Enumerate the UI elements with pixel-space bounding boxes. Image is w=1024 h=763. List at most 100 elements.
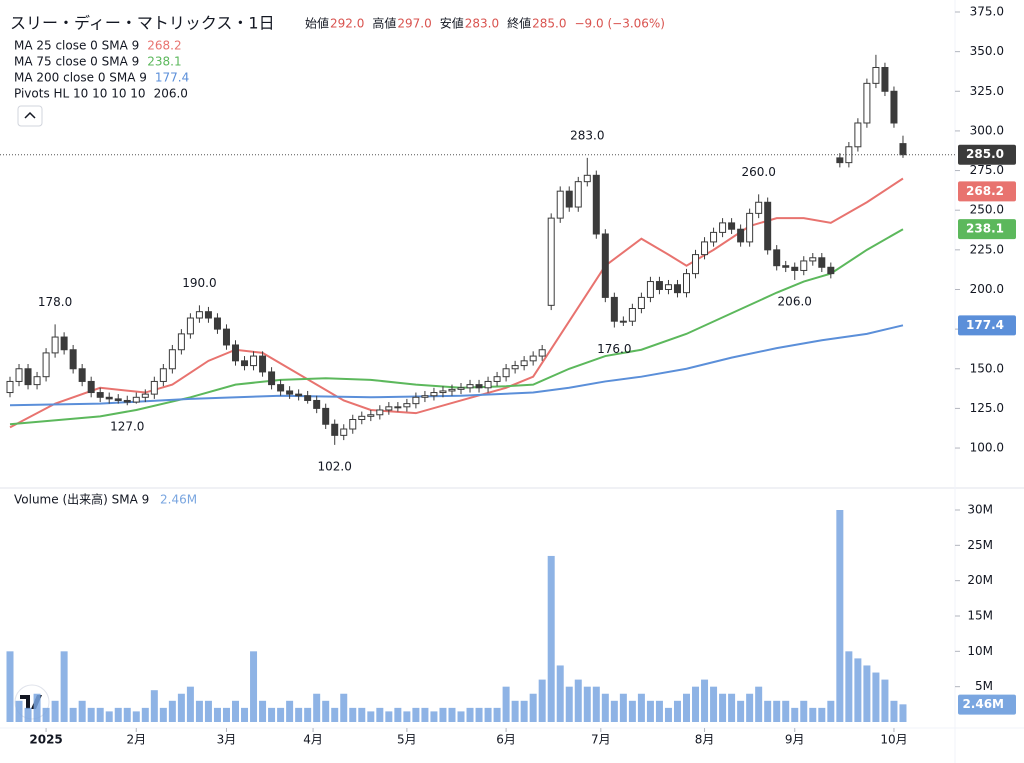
candle-body [538, 349, 546, 357]
volume-bar [259, 700, 267, 722]
legend-name: Pivots HL 10 10 10 10 [14, 87, 146, 101]
candle-body [719, 222, 727, 233]
candle-body [204, 311, 212, 319]
candle-body [96, 392, 104, 398]
candle-body [673, 284, 681, 294]
candle-body [520, 360, 528, 367]
candle-body [33, 376, 41, 386]
volume-bar [367, 711, 375, 722]
volume-bar [195, 700, 203, 722]
volume-bar [755, 686, 763, 722]
legend-name: MA 25 close 0 SMA 9 [14, 39, 139, 53]
volume-bar [655, 700, 663, 722]
volume-bar [664, 707, 672, 722]
volume-bar [610, 700, 618, 722]
volume-bar [701, 679, 709, 722]
volume-bar [890, 700, 898, 722]
candle-body [809, 257, 817, 262]
volume-bar [69, 707, 77, 722]
volume-bar [764, 700, 772, 722]
volume-bar [646, 700, 654, 722]
volume-bar [737, 700, 745, 722]
candle-body [322, 407, 330, 425]
x-tick-label: 7月 [591, 733, 611, 747]
volume-bar [601, 693, 609, 722]
pivot-label: 206.0 [778, 294, 812, 308]
candle-body [394, 406, 402, 409]
volume-bar [105, 711, 113, 722]
ohlc: 始値 292.0 高値 297.0 安値 283.0 終値 285.0 −9.0 (−3.06%… [305, 16, 665, 31]
y-tick-label: 250.0 [970, 203, 1004, 217]
ohlc-value: 283.0 [465, 17, 499, 31]
ma-tag-label: 268.2 [966, 184, 1004, 198]
candle-body [683, 273, 690, 294]
volume-bar [538, 679, 546, 722]
y-tick-label: 375.0 [970, 5, 1004, 19]
x-tick-label: 2月 [126, 733, 146, 747]
volume-bar [96, 707, 104, 722]
volume-y-tick-label: 10M [967, 644, 993, 658]
volume-bar [628, 700, 636, 722]
volume-legend: Volume (出来高) SMA 9 [14, 492, 149, 507]
candle-body [818, 257, 826, 268]
candle-body [773, 249, 781, 267]
volume-bar [583, 686, 591, 722]
y-tick-label: 300.0 [970, 123, 1004, 137]
volume-bar [457, 711, 465, 722]
candle-body [881, 66, 889, 92]
volume-bar [529, 693, 537, 722]
y-tick-label: 125.0 [970, 401, 1004, 415]
volume-bar [430, 711, 438, 722]
y-tick-label: 275.0 [970, 163, 1004, 177]
candle-body [457, 387, 465, 390]
volume-bar [637, 693, 645, 722]
candle-body [367, 414, 375, 417]
volume-bar [791, 707, 799, 722]
ohlc-label: 高値 [372, 16, 396, 31]
volume-bar [304, 707, 312, 722]
volume-bar [466, 707, 474, 722]
candle-body [890, 90, 898, 124]
volume-bar [51, 700, 59, 722]
candle-body [845, 146, 853, 164]
candle-body [259, 355, 267, 373]
x-tick-label: 10月 [880, 733, 907, 747]
volume-bar [746, 693, 754, 722]
candle-body [529, 355, 537, 362]
x-tick-label: 9月 [785, 733, 805, 747]
ohlc-label: 安値 [440, 16, 464, 31]
volume-y-tick-label: 15M [967, 609, 993, 623]
candle-body [277, 384, 285, 392]
candle-body [701, 241, 709, 256]
volume-y-tick-label: 30M [967, 503, 993, 517]
volume-tag [958, 694, 1016, 715]
y-tick-label: 350.0 [970, 44, 1004, 58]
candle-body [502, 368, 510, 378]
candle-body [313, 399, 321, 409]
candle-body [150, 380, 158, 395]
candle-body [195, 311, 203, 319]
candle-body [448, 388, 456, 392]
volume-bar [592, 686, 600, 722]
candle-body [899, 143, 907, 156]
candle-body [646, 281, 654, 298]
candle-body [466, 384, 474, 389]
volume-bar [204, 700, 212, 722]
y-tick-label: 225.0 [970, 242, 1004, 256]
collapse-button[interactable] [17, 105, 43, 127]
legend-name: MA 75 close 0 SMA 9 [14, 55, 139, 69]
candle-body [511, 365, 519, 370]
volume-bar [177, 693, 185, 722]
legend-value: 238.1 [147, 55, 181, 69]
candle-body [268, 371, 276, 386]
ohlc-change: −9.0 (−3.06%) [575, 17, 666, 31]
volume-bar [511, 700, 519, 722]
ma-tag [958, 219, 1016, 240]
pivot-label: 102.0 [318, 459, 352, 473]
volume-bar [520, 700, 528, 722]
volume-y-tick-label: 20M [967, 573, 993, 587]
candle-body [547, 217, 555, 306]
ohlc-label: 終値 [507, 16, 531, 31]
ohlc-value: 297.0 [397, 17, 431, 31]
